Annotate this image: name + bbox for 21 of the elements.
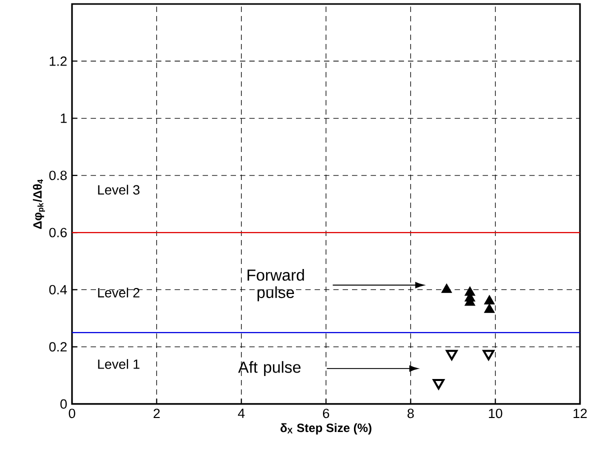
x-tick-label: 10 — [488, 408, 502, 418]
annotation: Forward pulse — [248, 269, 304, 302]
y-tick-label: 0.6 — [49, 228, 67, 238]
x-axis-title: δ$_{X}$ Step Size (%) — [280, 423, 372, 434]
annotation: Level 1 — [98, 359, 140, 369]
y-tick-label: 1.2 — [50, 56, 67, 66]
x-tick-label: 12 — [574, 408, 587, 418]
x-tick-label: 8 — [408, 408, 414, 418]
x-tick-label: 4 — [238, 408, 245, 418]
x-tick-label: 6 — [322, 408, 330, 418]
y-tick-label: 0.4 — [49, 284, 67, 294]
y-tick-label: 0.8 — [49, 170, 67, 180]
y-tick-label: 0.2 — [49, 342, 67, 352]
annotation: Aft pulse — [238, 361, 301, 376]
y-tick-label: 1 — [60, 114, 67, 123]
y-axis-title: Δφ$_{pk}$/Δθ$_{4}$ — [32, 179, 45, 229]
x-tick-label: 2 — [154, 408, 160, 418]
annotation: Level 3 — [98, 184, 140, 195]
annotation: Level 2 — [98, 288, 140, 298]
x-tick-label: 0 — [68, 408, 76, 418]
y-tick-label: 0 — [60, 399, 67, 409]
